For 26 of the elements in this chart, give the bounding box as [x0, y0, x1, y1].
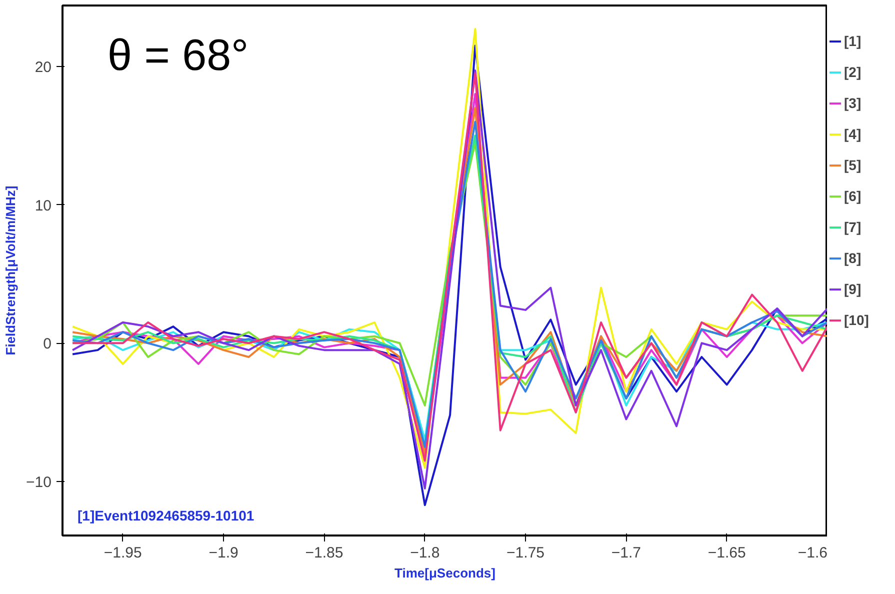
legend-label: [4] — [844, 126, 862, 142]
x-tick-label: −1.75 — [506, 544, 545, 562]
legend-label: [9] — [844, 281, 862, 297]
legend-label: [1] — [844, 33, 862, 49]
y-tick-label: −10 — [26, 474, 52, 492]
x-tick-label: −1.6 — [798, 544, 828, 562]
legend-label: [6] — [844, 188, 862, 204]
legend-label: [10] — [844, 312, 869, 328]
x-tick-label: −1.65 — [708, 544, 746, 562]
annotation: [1]Event1092465859-10101 — [78, 508, 254, 524]
x-tick-label: −1.9 — [208, 544, 238, 562]
y-axis-title: FieldStrength[μVolt/m/MHz] — [3, 186, 18, 356]
legend-label: [3] — [844, 95, 862, 111]
y-tick-label: 20 — [34, 58, 52, 76]
y-tick-label: 0 — [43, 336, 52, 353]
y-tick-label: 10 — [34, 197, 52, 214]
x-axis-title: Time[μSeconds] — [394, 566, 496, 580]
x-tick-label: −1.8 — [410, 544, 440, 562]
x-tick-label: −1.85 — [305, 544, 344, 562]
legend-label: [5] — [844, 157, 862, 173]
legend-label: [7] — [844, 219, 862, 235]
legend-label: [2] — [844, 64, 862, 80]
annotation: θ = 68° — [108, 31, 249, 80]
legend-label: [8] — [844, 250, 862, 266]
x-tick-label: −1.7 — [611, 544, 642, 562]
x-tick-label: −1.95 — [104, 544, 142, 562]
